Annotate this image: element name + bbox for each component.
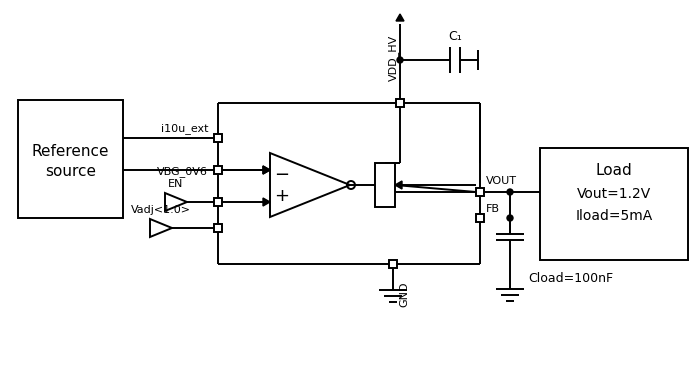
Bar: [375, 163, 395, 207]
Bar: [214, 166, 222, 174]
Polygon shape: [396, 14, 404, 21]
Text: GND: GND: [399, 281, 409, 307]
Text: source: source: [45, 163, 96, 178]
Circle shape: [507, 215, 513, 221]
Bar: [389, 260, 397, 268]
Polygon shape: [263, 166, 270, 174]
Text: Vout=1.2V: Vout=1.2V: [577, 187, 651, 201]
Text: EN: EN: [168, 179, 183, 189]
Text: Vadj<1:0>: Vadj<1:0>: [131, 205, 191, 215]
Bar: [540, 148, 688, 260]
Circle shape: [397, 57, 403, 63]
Text: FB: FB: [486, 204, 500, 214]
Polygon shape: [263, 166, 270, 174]
Text: C₁: C₁: [448, 30, 462, 43]
Text: VOUT: VOUT: [486, 176, 517, 186]
Polygon shape: [263, 198, 270, 206]
Bar: [214, 224, 222, 232]
Bar: [214, 134, 222, 142]
Text: Load: Load: [596, 162, 632, 178]
Bar: [214, 198, 222, 206]
Text: VDD_HV: VDD_HV: [388, 35, 398, 81]
Circle shape: [507, 189, 513, 195]
Bar: [18, 100, 123, 218]
Text: Cload=100nF: Cload=100nF: [528, 273, 613, 285]
Text: Reference: Reference: [32, 144, 109, 159]
Text: VBG_0V6: VBG_0V6: [157, 166, 208, 177]
Bar: [476, 214, 484, 222]
Polygon shape: [395, 181, 402, 189]
Text: Iload=5mA: Iload=5mA: [575, 209, 652, 223]
Bar: [476, 188, 484, 196]
Text: +: +: [274, 187, 290, 205]
Text: i10u_ext: i10u_ext: [160, 123, 208, 134]
Bar: [396, 99, 404, 107]
Text: −: −: [274, 166, 290, 184]
